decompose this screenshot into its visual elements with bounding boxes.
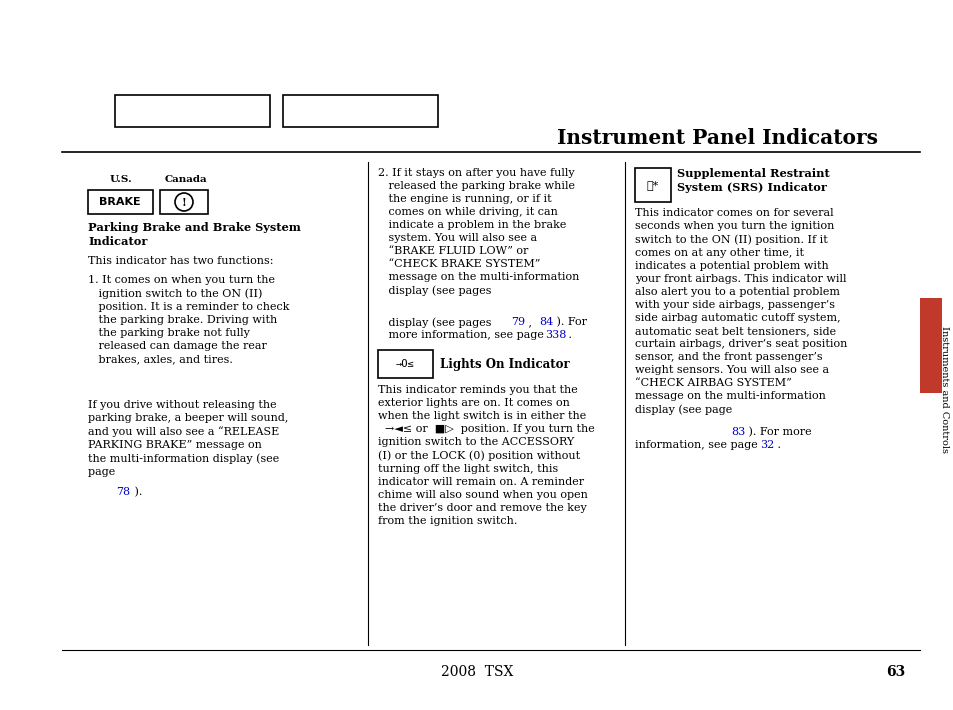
Text: 84: 84 xyxy=(538,317,553,327)
Bar xyxy=(377,350,433,378)
Bar xyxy=(635,168,670,202)
Text: 338: 338 xyxy=(544,330,566,340)
Text: Parking Brake and Brake System
Indicator: Parking Brake and Brake System Indicator xyxy=(88,222,300,247)
Text: ). For more: ). For more xyxy=(744,427,811,437)
Text: 83: 83 xyxy=(730,427,744,437)
Text: Lights On Indicator: Lights On Indicator xyxy=(439,358,569,371)
Text: display (see pages: display (see pages xyxy=(377,317,495,327)
Bar xyxy=(283,95,437,127)
Text: !: ! xyxy=(181,197,186,207)
Bar xyxy=(919,298,941,393)
Bar xyxy=(88,190,152,214)
Text: U.S.: U.S. xyxy=(110,175,132,184)
Text: ). For: ). For xyxy=(553,317,586,327)
Text: information, see page: information, see page xyxy=(635,440,760,450)
Text: Supplemental Restraint
System (SRS) Indicator: Supplemental Restraint System (SRS) Indi… xyxy=(677,168,829,193)
Text: 2. If it stays on after you have fully
   released the parking brake while
   th: 2. If it stays on after you have fully r… xyxy=(377,168,578,296)
Text: This indicator comes on for several
seconds when you turn the ignition
switch to: This indicator comes on for several seco… xyxy=(635,208,846,415)
Text: If you drive without releasing the
parking brake, a beeper will sound,
and you w: If you drive without releasing the parki… xyxy=(88,400,288,477)
Text: 32: 32 xyxy=(760,440,774,450)
Text: 79: 79 xyxy=(511,317,524,327)
Text: Instrument Panel Indicators: Instrument Panel Indicators xyxy=(557,128,877,148)
Text: This indicator reminds you that the
exterior lights are on. It comes on
when the: This indicator reminds you that the exte… xyxy=(377,385,594,526)
Text: more information, see page: more information, see page xyxy=(377,330,547,340)
Text: BRAKE: BRAKE xyxy=(99,197,141,207)
Text: ).: ). xyxy=(131,487,142,497)
Text: 2008  TSX: 2008 TSX xyxy=(440,665,513,679)
Bar xyxy=(115,95,270,127)
Text: .: . xyxy=(564,330,572,340)
Text: 1. It comes on when you turn the
   ignition switch to the ON (II)
   position. : 1. It comes on when you turn the ignitio… xyxy=(88,275,289,364)
Text: Instruments and Controls: Instruments and Controls xyxy=(940,327,948,454)
Text: →O≤: →O≤ xyxy=(395,359,414,369)
Text: 78: 78 xyxy=(116,487,130,497)
Text: 63: 63 xyxy=(884,665,904,679)
Text: ,: , xyxy=(524,317,535,327)
Bar xyxy=(160,190,208,214)
Text: Canada: Canada xyxy=(165,175,208,184)
Text: This indicator has two functions:: This indicator has two functions: xyxy=(88,256,274,266)
Text: ★*: ★* xyxy=(646,180,659,190)
Text: .: . xyxy=(773,440,781,450)
